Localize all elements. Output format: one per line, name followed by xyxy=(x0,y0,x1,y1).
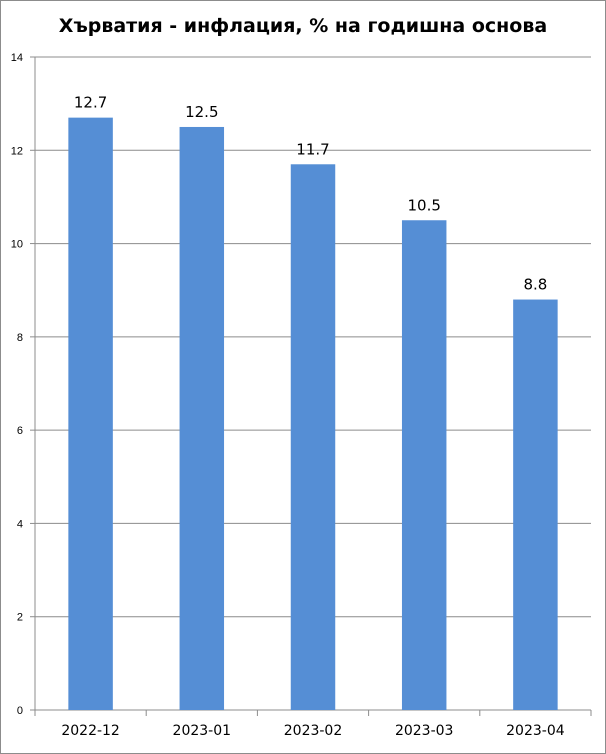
x-tick-label: 2022-12 xyxy=(61,723,120,739)
bar-2022-12 xyxy=(68,117,113,710)
y-tick-label: 0 xyxy=(17,705,23,717)
y-tick-label: 14 xyxy=(11,52,23,64)
bar-2023-03 xyxy=(401,220,447,710)
y-tick-label: 10 xyxy=(11,239,23,251)
x-tick-label: 2023-03 xyxy=(395,723,454,739)
x-tick-label: 2023-02 xyxy=(284,723,343,739)
chart-title: Хърватия - инфлация, % на годишна основа xyxy=(58,15,548,37)
bar-2023-02 xyxy=(290,164,336,710)
bar-2023-01 xyxy=(179,126,225,710)
bar-2023-04 xyxy=(513,299,558,710)
y-tick-label: 2 xyxy=(17,612,23,624)
y-tick-label: 8 xyxy=(17,332,23,344)
x-tick-label: 2023-01 xyxy=(173,723,232,739)
x-tick-label: 2023-04 xyxy=(506,723,565,739)
data-label: 12.5 xyxy=(185,103,218,121)
data-label: 11.7 xyxy=(296,140,329,158)
y-tick-label: 6 xyxy=(17,425,23,437)
data-label: 12.7 xyxy=(74,94,107,112)
data-label: 10.5 xyxy=(407,196,440,214)
y-tick-label: 12 xyxy=(11,145,23,157)
y-tick-label: 4 xyxy=(17,518,23,530)
data-label: 8.8 xyxy=(523,276,547,294)
